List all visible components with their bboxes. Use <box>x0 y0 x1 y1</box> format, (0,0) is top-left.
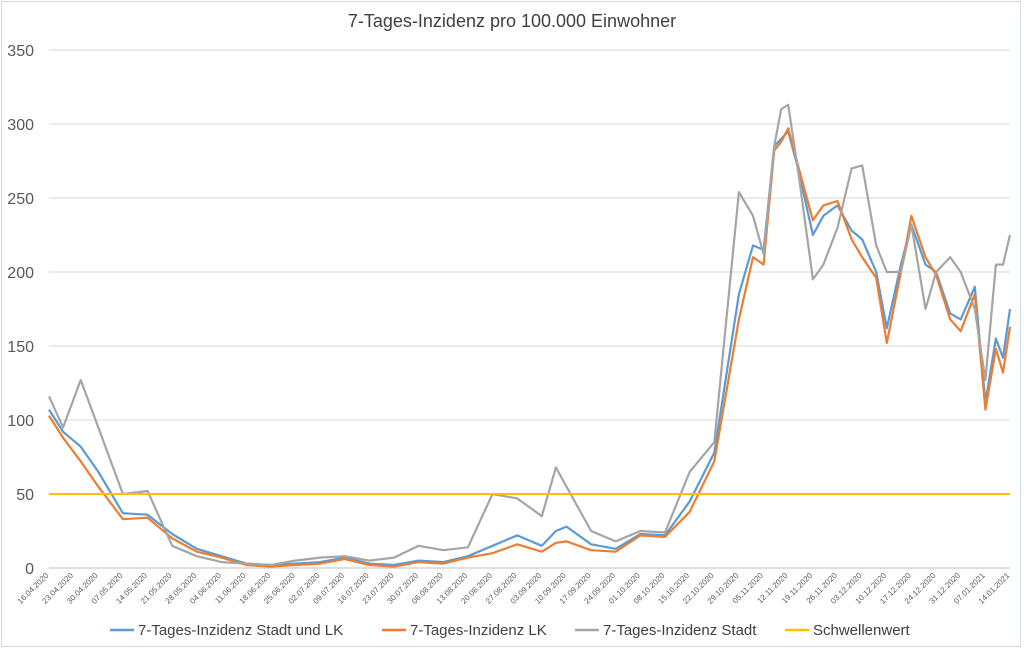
series-line-3 <box>47 103 1012 567</box>
gridlines <box>49 49 1010 495</box>
legend-label: Schwellenwert <box>813 622 911 639</box>
legend-label: 7-Tages-Inzidenz Stadt <box>603 622 757 639</box>
x-axis-ticks: 16.04.202023.04.202030.04.202007.05.2020… <box>16 571 1012 606</box>
y-tick-label: 250 <box>7 191 34 208</box>
legend: 7-Tages-Inzidenz Stadt und LK 7-Tages-Inz… <box>110 622 911 639</box>
series-lines <box>47 103 1012 568</box>
legend-label: 7-Tages-Inzidenz LK <box>410 622 547 639</box>
y-tick-label: 100 <box>7 413 34 430</box>
legend-label: 7-Tages-Inzidenz Stadt und LK <box>138 622 343 639</box>
series-line-2 <box>48 127 1012 568</box>
y-tick-label: 300 <box>7 117 34 134</box>
y-tick-label: 350 <box>7 43 34 60</box>
series-line-1 <box>48 130 1012 567</box>
y-tick-label: 0 <box>25 561 34 578</box>
chart-title: 7-Tages-Inzidenz pro 100.000 Einwohner <box>348 11 676 31</box>
y-axis-ticks: 0 50 100 150 200 250 300 350 <box>7 43 34 578</box>
y-tick-label: 200 <box>7 265 34 282</box>
y-tick-label: 50 <box>16 487 34 504</box>
y-tick-label: 150 <box>7 339 34 356</box>
